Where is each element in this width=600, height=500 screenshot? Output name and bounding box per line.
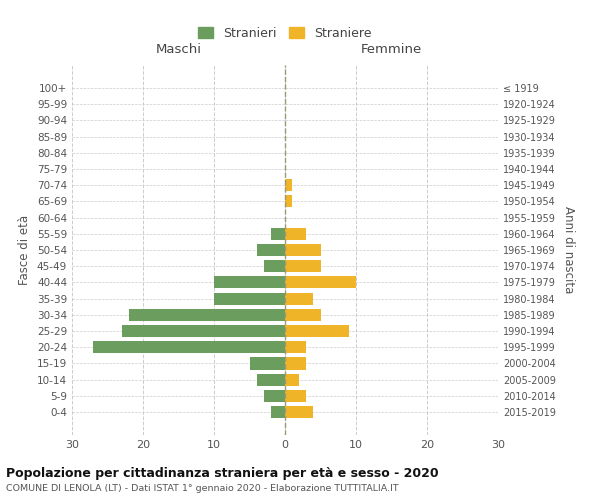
Bar [257,244,285,256]
Bar [285,276,356,288]
Bar [271,406,285,418]
Bar [285,358,307,370]
Bar [285,406,313,418]
Bar [94,341,285,353]
Bar [214,276,285,288]
Bar [285,260,320,272]
Bar [271,228,285,240]
Bar [285,374,299,386]
Y-axis label: Anni di nascita: Anni di nascita [562,206,575,294]
Bar [129,309,285,321]
Bar [285,341,307,353]
Bar [257,374,285,386]
Text: Maschi: Maschi [155,43,202,56]
Bar [285,196,292,207]
Bar [285,179,292,191]
Bar [264,390,285,402]
Bar [214,292,285,304]
Bar [250,358,285,370]
Text: Popolazione per cittadinanza straniera per età e sesso - 2020: Popolazione per cittadinanza straniera p… [6,468,439,480]
Bar [285,228,307,240]
Bar [285,309,320,321]
Bar [285,292,313,304]
Legend: Stranieri, Straniere: Stranieri, Straniere [194,23,376,44]
Bar [285,390,307,402]
Text: COMUNE DI LENOLA (LT) - Dati ISTAT 1° gennaio 2020 - Elaborazione TUTTITALIA.IT: COMUNE DI LENOLA (LT) - Dati ISTAT 1° ge… [6,484,398,493]
Bar [264,260,285,272]
Bar [122,325,285,337]
Bar [285,244,320,256]
Y-axis label: Fasce di età: Fasce di età [19,215,31,285]
Bar [285,325,349,337]
Text: Femmine: Femmine [361,43,422,56]
